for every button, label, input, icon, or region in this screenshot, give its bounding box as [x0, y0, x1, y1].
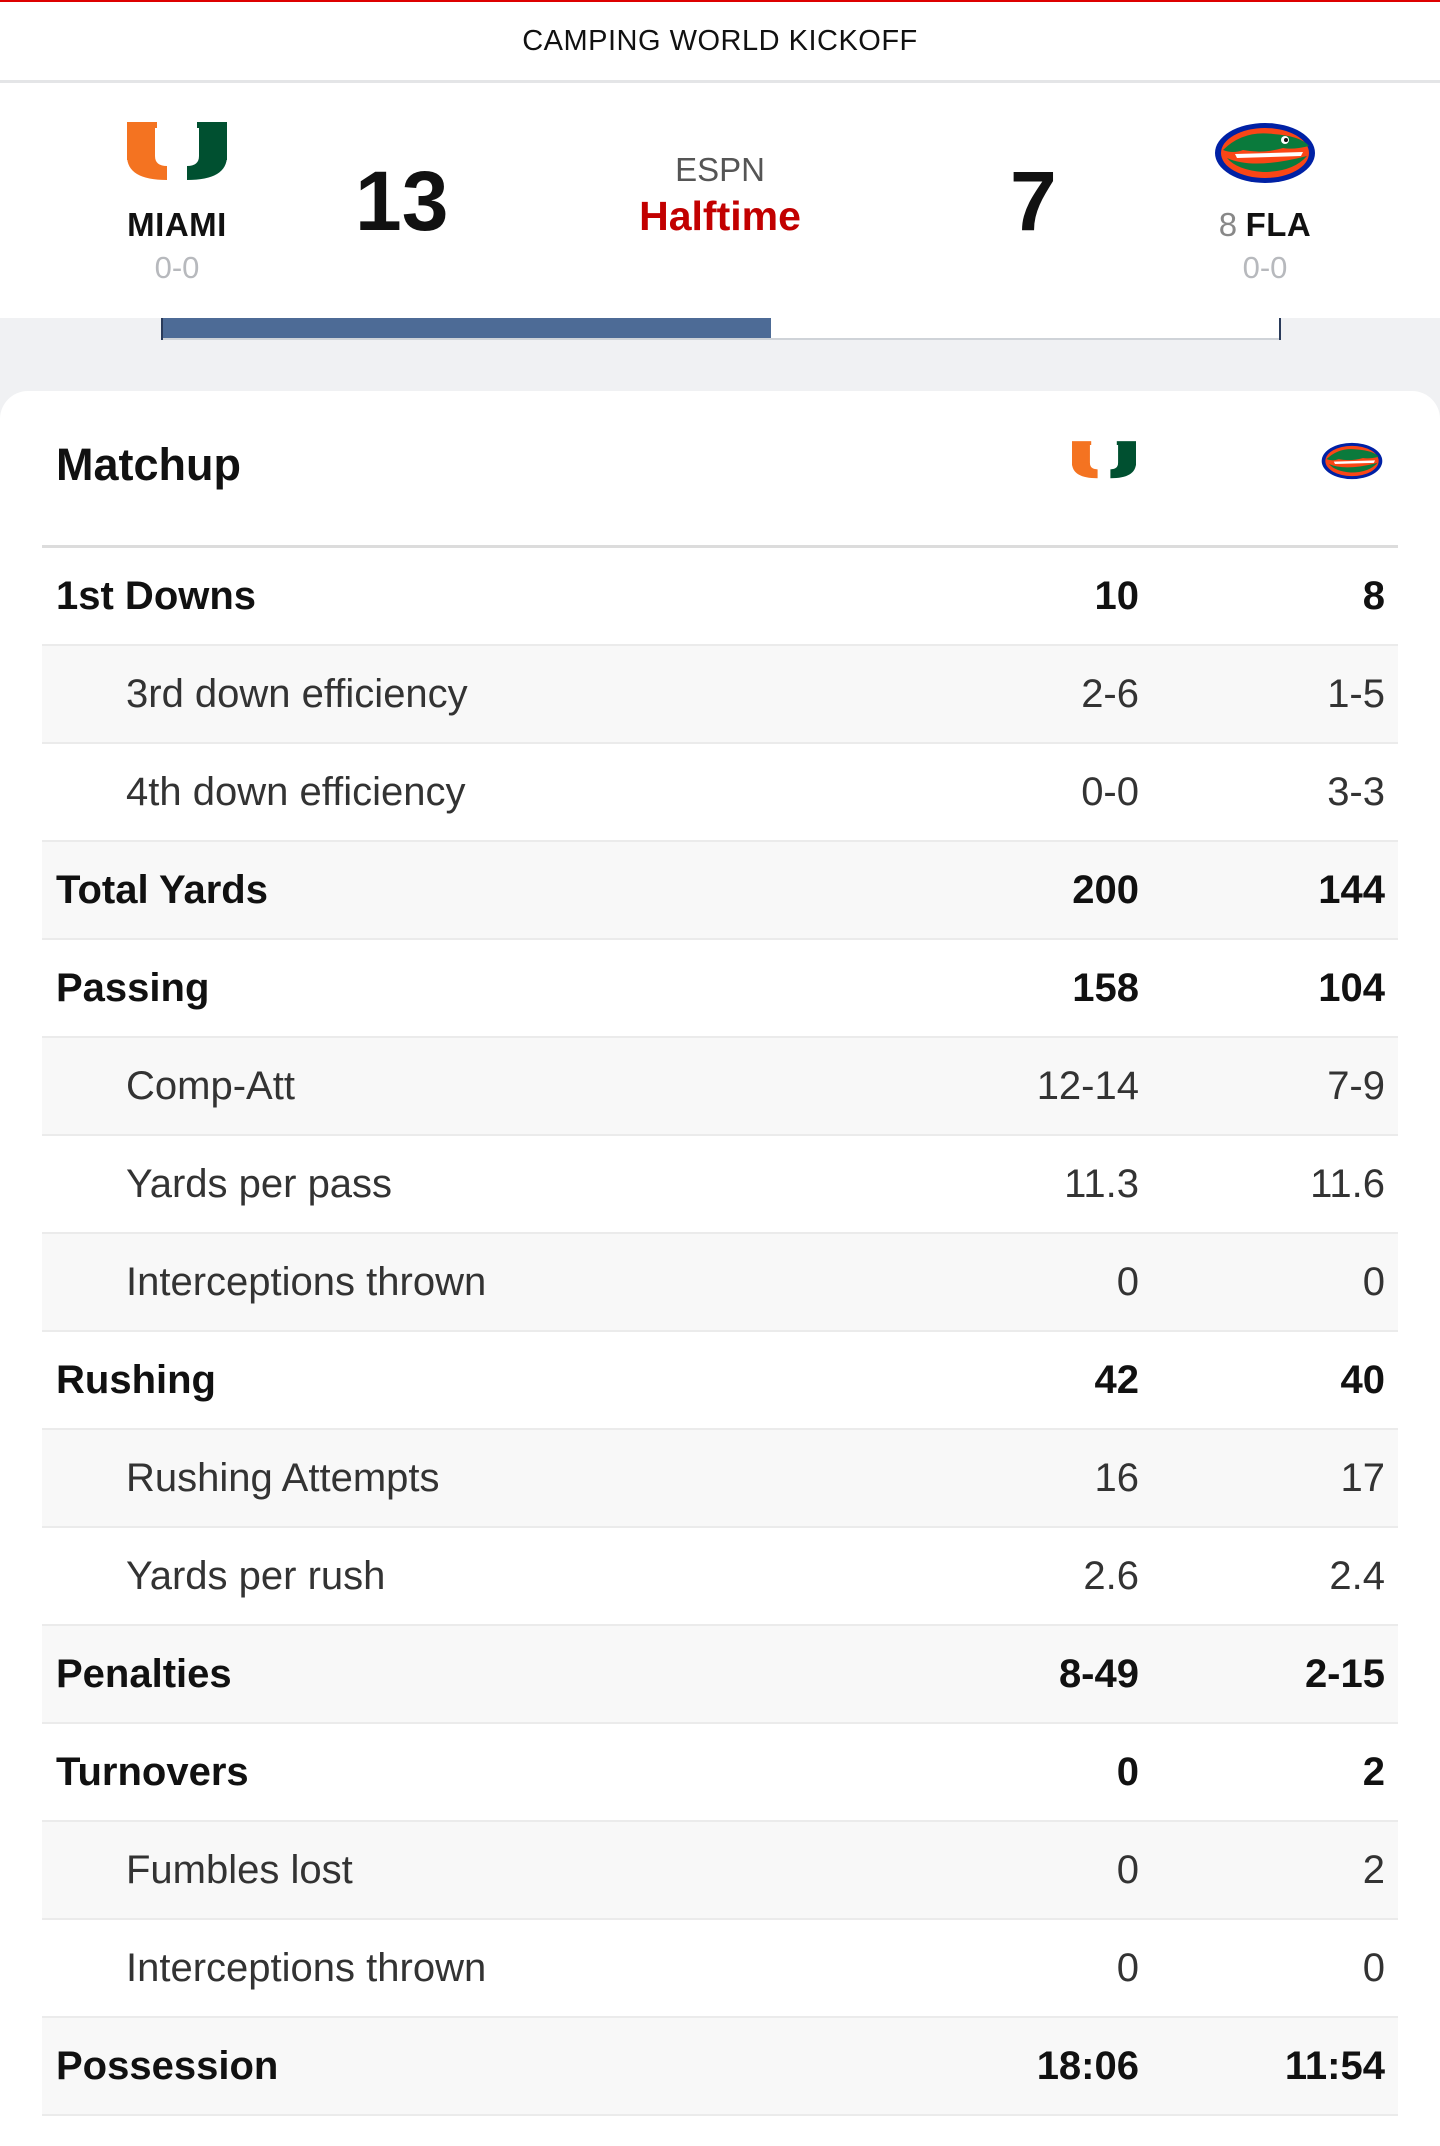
stat-row: Possession 18:06 11:54 [42, 2018, 1398, 2116]
stat-home-value: 3-3 [1327, 770, 1385, 814]
home-team[interactable]: 8 FLA 0-0 [1180, 118, 1350, 286]
scoreboard: MIAMI 0-0 13 ESPN Halftime 7 8 FLA 0-0 [0, 83, 1440, 318]
tv-network: ESPN [675, 151, 765, 188]
home-team-record: 0-0 [1242, 250, 1288, 285]
away-team-record: 0-0 [154, 250, 200, 285]
stat-row: Passing 158 104 [42, 940, 1398, 1038]
stat-away-value: 200 [1072, 868, 1139, 912]
florida-gator-logo-icon [1320, 441, 1384, 486]
stat-label: Passing [56, 966, 210, 1010]
win-probability-fill [163, 318, 772, 340]
win-probability-bar [161, 318, 1281, 340]
stat-row: Turnovers 0 2 [42, 1724, 1398, 1822]
stat-row: Interceptions thrown 0 0 [42, 1234, 1398, 1332]
stat-away-value: 18:06 [1036, 2044, 1139, 2088]
game-period-status: Halftime [639, 193, 801, 239]
florida-gator-logo-icon [1180, 118, 1350, 188]
stat-home-value: 11.6 [1310, 1162, 1385, 1206]
stat-away-value: 0 [1116, 1260, 1139, 1304]
stat-away-value: 2.6 [1083, 1554, 1139, 1598]
stat-away-value: 11.3 [1064, 1162, 1139, 1206]
stat-home-value: 0 [1362, 1946, 1385, 1990]
stat-row: Rushing Attempts 16 17 [42, 1430, 1398, 1528]
stat-away-value: 12-14 [1036, 1064, 1139, 1108]
stat-label: Yards per pass [126, 1162, 393, 1206]
stat-label: Yards per rush [126, 1554, 386, 1598]
top-accent-line [0, 0, 1440, 2]
stat-label: Fumbles lost [126, 1848, 353, 1892]
stat-row: Penalties 8-49 2-15 [42, 1626, 1398, 1724]
stat-home-value: 104 [1318, 966, 1385, 1010]
home-team-rank: 8 [1218, 206, 1238, 243]
stat-home-value: 7-9 [1327, 1064, 1385, 1108]
game-status: ESPN Halftime [570, 151, 870, 240]
matchup-header: Matchup [42, 391, 1398, 548]
stat-row: Comp-Att 12-14 7-9 [42, 1038, 1398, 1136]
stat-label: 1st Downs [56, 574, 257, 618]
stat-home-value: 1-5 [1327, 672, 1385, 716]
stat-label: Possession [56, 2044, 279, 2088]
stat-away-value: 8-49 [1058, 1652, 1139, 1696]
stat-away-value: 0 [1116, 1750, 1139, 1794]
stat-row: 4th down efficiency 0-0 3-3 [42, 744, 1398, 842]
stat-home-value: 2 [1362, 1848, 1385, 1892]
stat-home-value: 2.4 [1329, 1554, 1385, 1598]
stat-label: Penalties [56, 1652, 232, 1696]
stat-row: Rushing 42 40 [42, 1332, 1398, 1430]
stat-home-value: 2-15 [1304, 1652, 1385, 1696]
stat-row: 1st Downs 10 8 [42, 548, 1398, 646]
stat-row: Yards per rush 2.6 2.4 [42, 1528, 1398, 1626]
event-title-bar: CAMPING WORLD KICKOFF [0, 2, 1440, 83]
stat-away-value: 10 [1094, 574, 1140, 618]
stat-label: Turnovers [56, 1750, 249, 1794]
stat-row: 3rd down efficiency 2-6 1-5 [42, 646, 1398, 744]
stat-home-value: 8 [1362, 574, 1385, 618]
home-team-name: 8 FLA [1180, 206, 1350, 244]
stat-label: 3rd down efficiency [126, 672, 468, 716]
win-probability-track [163, 338, 1279, 340]
away-team-name: MIAMI [127, 206, 227, 243]
stat-label: Total Yards [56, 868, 268, 912]
stat-row: Total Yards 200 144 [42, 842, 1398, 940]
matchup-title: Matchup [56, 439, 241, 490]
stat-home-value: 2 [1362, 1750, 1385, 1794]
stat-home-value: 17 [1340, 1456, 1386, 1500]
away-team[interactable]: MIAMI 0-0 [92, 118, 262, 286]
stat-label: Rushing Attempts [126, 1456, 440, 1500]
stats-table: 1st Downs 10 8 3rd down efficiency 2-6 1-5 4th… [42, 548, 1398, 2116]
stat-away-value: 2-6 [1081, 672, 1139, 716]
stat-label: Comp-Att [126, 1064, 295, 1108]
stat-away-value: 158 [1072, 966, 1139, 1010]
stat-label: Interceptions thrown [126, 1260, 487, 1304]
stat-away-value: 0-0 [1081, 770, 1139, 814]
stat-away-value: 42 [1094, 1358, 1140, 1402]
stat-row: Interceptions thrown 0 0 [42, 1920, 1398, 2018]
miami-u-logo-icon [92, 118, 262, 188]
stat-away-value: 0 [1116, 1946, 1139, 1990]
event-title: CAMPING WORLD KICKOFF [522, 24, 918, 57]
home-score: 7 [1010, 154, 1057, 248]
stat-row: Fumbles lost 0 2 [42, 1822, 1398, 1920]
miami-u-logo-icon [1072, 441, 1136, 486]
stat-label: 4th down efficiency [126, 770, 466, 814]
matchup-card: Matchup 1st Downs 10 8 3rd down efficiency 2… [0, 391, 1440, 2146]
stat-home-value: 144 [1318, 868, 1385, 912]
away-score: 13 [355, 154, 449, 248]
stat-label: Interceptions thrown [126, 1946, 487, 1990]
home-team-abbrev: FLA [1245, 206, 1312, 243]
stat-home-value: 40 [1340, 1358, 1386, 1402]
stat-label: Rushing [56, 1358, 216, 1402]
stat-away-value: 0 [1116, 1848, 1139, 1892]
stat-home-value: 0 [1362, 1260, 1385, 1304]
stat-away-value: 16 [1094, 1456, 1140, 1500]
stat-home-value: 11:54 [1284, 2044, 1385, 2088]
stat-row: Yards per pass 11.3 11.6 [42, 1136, 1398, 1234]
